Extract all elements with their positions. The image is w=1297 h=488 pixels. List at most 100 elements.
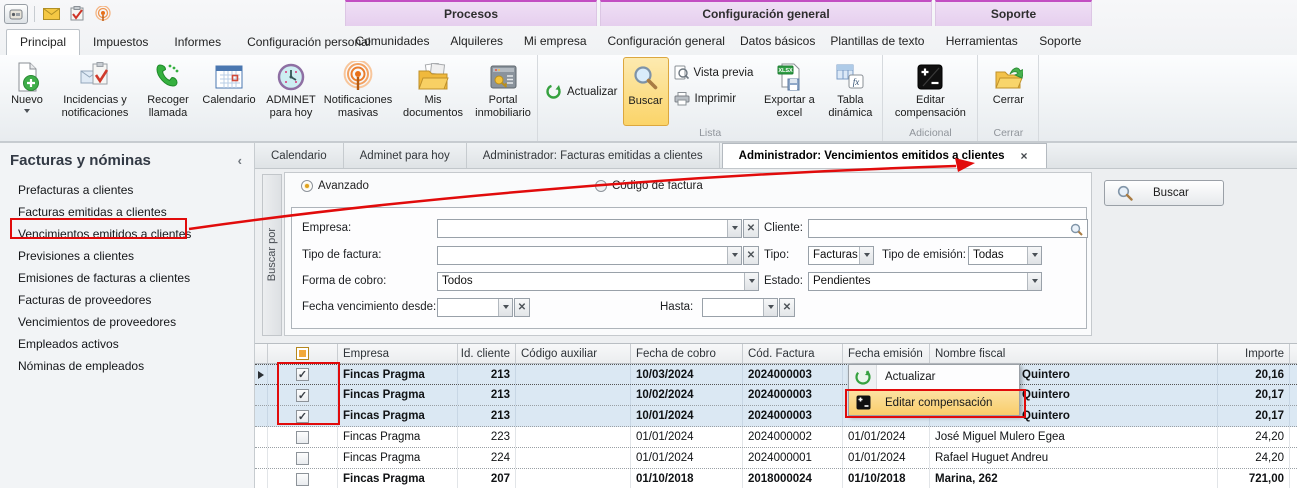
tab-datos-basicos[interactable]: Datos básicos — [739, 33, 816, 48]
menu-item-actualizar[interactable]: Actualizar — [849, 365, 1019, 390]
broadcast-icon[interactable] — [93, 4, 113, 24]
estado-combo[interactable]: Pendientes — [808, 271, 1042, 291]
header-fecha-emision[interactable]: Fecha emisión — [843, 344, 930, 363]
recoger-llamada-button[interactable]: Recoger llamada — [139, 57, 197, 126]
actualizar-button[interactable]: Actualizar — [541, 81, 622, 102]
close-tab-icon[interactable]: × — [1020, 149, 1028, 163]
cliente-input[interactable] — [808, 218, 1088, 238]
clear-empresa-icon[interactable] — [743, 218, 759, 238]
cell-cod-factura: 2024000001 — [743, 448, 843, 468]
cerrar-button[interactable]: Cerrar — [981, 57, 1035, 126]
sidebar-item-nominas[interactable]: Nóminas de empleados — [18, 359, 145, 373]
sidebar-title: Facturas y nóminas — [10, 152, 151, 169]
doc-tab-calendario[interactable]: Calendario — [255, 143, 344, 168]
tipo-factura-combo[interactable] — [437, 245, 742, 265]
header-select-all[interactable] — [268, 344, 338, 363]
editar-compensacion-button[interactable]: Editar compensación — [886, 57, 974, 126]
sidebar-item-vencimientos-proveedores[interactable]: Vencimientos de proveedores — [18, 315, 177, 329]
incidencias-button[interactable]: Incidencias y notificaciones — [52, 57, 138, 126]
cell-nombre-fiscal: Quintero — [930, 365, 1218, 384]
header-cod-factura[interactable]: Cód. Factura — [743, 344, 843, 363]
nuevo-button[interactable]: Nuevo — [3, 57, 51, 126]
row-checkbox[interactable] — [296, 451, 309, 465]
tab-mi-empresa[interactable]: Mi empresa — [523, 33, 587, 48]
tipo-combo[interactable]: Facturas — [808, 245, 874, 265]
header-fecha-cobro[interactable]: Fecha de cobro — [631, 344, 743, 363]
clear-tipo-factura-icon[interactable] — [743, 245, 759, 265]
exportar-excel-button[interactable]: XLSX Exportar a excel — [758, 57, 820, 126]
sidebar-item-vencimientos-emitidos[interactable]: Vencimientos emitidos a clientes — [18, 227, 192, 241]
header-nombre-fiscal[interactable]: Nombre fiscal — [930, 344, 1218, 363]
header-importe[interactable]: Importe — [1218, 344, 1290, 363]
vista-previa-button[interactable]: Vista previa — [670, 63, 758, 82]
header-codigo-auxiliar[interactable]: Código auxiliar — [516, 344, 631, 363]
empresa-combo[interactable] — [437, 218, 742, 238]
row-checkbox[interactable] — [296, 388, 309, 402]
adminet-button[interactable]: ADMINET para hoy — [261, 57, 321, 126]
sidebar-item-emisiones[interactable]: Emisiones de facturas a clientes — [18, 271, 191, 285]
notificaciones-masivas-button[interactable]: Notificaciones masivas — [322, 57, 394, 126]
doc-tab-vencimientos-emitidos[interactable]: Administrador: Vencimientos emitidos a c… — [721, 143, 1047, 168]
radio-codigo-factura[interactable]: Código de factura — [595, 180, 703, 192]
hasta-input[interactable] — [702, 297, 778, 317]
menu-item-editar-compensacion[interactable]: Editar compensación — [849, 390, 1019, 415]
dropdown-arrow-icon[interactable] — [763, 298, 777, 316]
table-row[interactable]: Fincas Pragma 213 10/02/2024 2024000003 … — [255, 385, 1297, 406]
tab-plantillas-texto[interactable]: Plantillas de texto — [830, 33, 925, 48]
doc-tab-adminet[interactable]: Adminet para hoy — [344, 143, 467, 168]
select-all-checkbox[interactable] — [296, 347, 309, 360]
sidebar-collapse-button[interactable]: ‹ — [237, 153, 242, 168]
search-icon[interactable] — [1070, 223, 1083, 236]
tab-informes[interactable]: Informes — [174, 35, 222, 49]
dropdown-arrow-icon[interactable] — [727, 219, 741, 237]
sidebar-item-facturas-emitidas[interactable]: Facturas emitidas a clientes — [18, 205, 167, 219]
header-id-cliente[interactable]: Id. cliente — [458, 344, 516, 363]
sidebar-item-previsiones[interactable]: Previsiones a clientes — [18, 249, 135, 263]
table-row[interactable]: Fincas Pragma 223 01/01/2024 2024000002 … — [255, 427, 1297, 448]
row-checkbox[interactable] — [296, 430, 309, 444]
tipo-emision-label: Tipo de emisión: — [882, 249, 966, 261]
dropdown-arrow-icon[interactable] — [1027, 246, 1041, 264]
imprimir-button[interactable]: Imprimir — [670, 90, 758, 108]
calendario-button[interactable]: Calendario — [198, 57, 260, 126]
mis-documentos-button[interactable]: Mis documentos — [395, 57, 471, 126]
sidebar-item-empleados[interactable]: Empleados activos — [18, 337, 119, 351]
table-row[interactable]: Fincas Pragma 224 01/01/2024 2024000001 … — [255, 448, 1297, 469]
app-menu-button[interactable] — [4, 3, 28, 24]
row-checkbox[interactable] — [296, 472, 309, 486]
tab-configuracion-general[interactable]: Configuración general — [607, 33, 725, 48]
forma-cobro-combo[interactable]: Todos — [437, 271, 759, 291]
tab-impuestos[interactable]: Impuestos — [93, 35, 149, 49]
row-checkbox[interactable] — [296, 409, 309, 423]
table-row[interactable]: Fincas Pragma 207 01/10/2018 2018000024 … — [255, 469, 1297, 488]
tab-soporte[interactable]: Soporte — [1039, 33, 1082, 48]
table-row[interactable]: Fincas Pragma 213 10/01/2024 2024000003 … — [255, 406, 1297, 427]
clipboard-check-icon[interactable] — [67, 4, 87, 24]
portal-inmobiliario-button[interactable]: Portal inmobiliario — [472, 57, 534, 126]
buscar-button[interactable]: Buscar — [622, 57, 669, 126]
fecha-desde-input[interactable] — [437, 297, 513, 317]
mail-icon[interactable] — [41, 4, 61, 24]
tab-comunidades[interactable]: Comunidades — [355, 33, 430, 48]
sidebar-item-prefacturas[interactable]: Prefacturas a clientes — [18, 183, 134, 197]
dropdown-arrow-icon[interactable] — [1027, 272, 1041, 290]
dropdown-arrow-icon[interactable] — [859, 246, 873, 264]
doc-tab-facturas-emitidas[interactable]: Administrador: Facturas emitidas a clien… — [467, 143, 720, 168]
tipo-emision-combo[interactable]: Todas — [968, 245, 1042, 265]
dropdown-arrow-icon[interactable] — [498, 298, 512, 316]
tab-herramientas[interactable]: Herramientas — [945, 33, 1018, 48]
buscar-panel-button[interactable]: Buscar — [1104, 180, 1224, 206]
radio-avanzado[interactable]: Avanzado — [301, 180, 369, 192]
sidebar-item-facturas-proveedores[interactable]: Facturas de proveedores — [18, 293, 152, 307]
clear-fecha-desde-icon[interactable] — [514, 297, 530, 317]
header-empresa[interactable]: Empresa — [338, 344, 458, 363]
clear-hasta-icon[interactable] — [779, 297, 795, 317]
dropdown-arrow-icon[interactable] — [727, 246, 741, 264]
tabla-dinamica-button[interactable]: fx Tabla dinámica — [821, 57, 879, 126]
tab-configuracion-personal[interactable]: Configuración personal — [247, 35, 371, 49]
table-row[interactable]: Fincas Pragma 213 10/03/2024 2024000003 … — [255, 364, 1297, 385]
dropdown-arrow-icon[interactable] — [744, 272, 758, 290]
tab-principal[interactable]: Principal — [6, 29, 81, 55]
tab-alquileres[interactable]: Alquileres — [450, 33, 504, 48]
row-checkbox[interactable] — [296, 368, 309, 381]
